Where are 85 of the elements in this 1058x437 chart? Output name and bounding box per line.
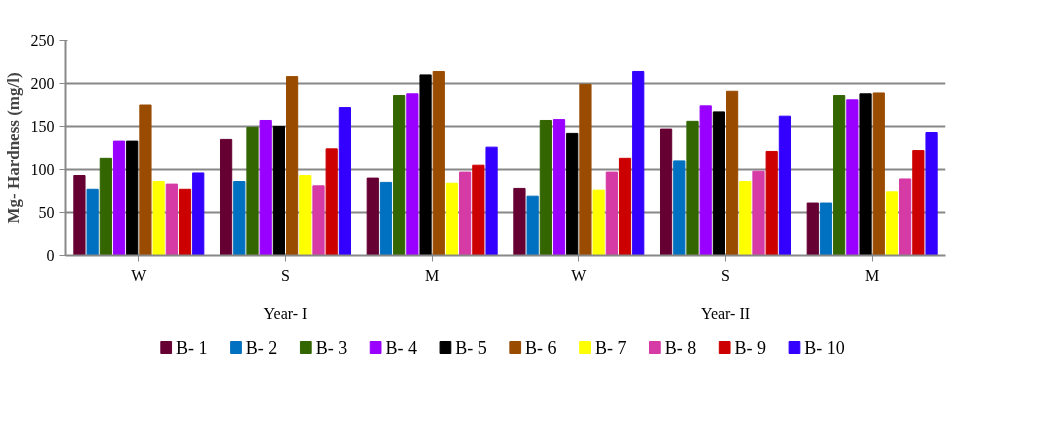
bar xyxy=(673,160,686,256)
bar xyxy=(712,111,726,256)
bar xyxy=(312,185,325,256)
bar xyxy=(752,170,765,256)
bar xyxy=(152,181,165,256)
bar xyxy=(566,132,579,256)
y-tick-label: 200 xyxy=(30,75,55,92)
bar xyxy=(165,183,178,256)
bar xyxy=(178,188,192,256)
x-tick-label: W xyxy=(131,266,148,284)
bar xyxy=(739,181,752,256)
bar xyxy=(233,181,246,256)
bar xyxy=(592,189,605,256)
bar xyxy=(765,150,778,256)
bar xyxy=(513,187,526,256)
bar xyxy=(618,157,632,256)
legend-label: B- 2 xyxy=(245,337,278,358)
bar xyxy=(806,202,819,256)
bar xyxy=(246,126,259,256)
legend-label: B- 5 xyxy=(455,337,487,358)
bar xyxy=(73,175,86,256)
bar xyxy=(686,120,699,256)
bar xyxy=(899,178,912,256)
bar xyxy=(539,119,552,256)
bar xyxy=(885,191,899,256)
bar xyxy=(846,99,859,256)
bar xyxy=(925,132,938,256)
bar xyxy=(338,107,352,256)
bar xyxy=(192,172,205,256)
bar xyxy=(912,150,925,256)
bar xyxy=(299,175,312,256)
bar xyxy=(725,90,739,256)
bar xyxy=(366,177,379,256)
bar xyxy=(833,95,846,256)
legend-label: B- 4 xyxy=(385,337,417,358)
y-tick-label: 150 xyxy=(30,118,55,135)
x-tick-label: S xyxy=(281,266,290,284)
bar xyxy=(112,140,126,256)
bar xyxy=(459,171,472,256)
bar xyxy=(485,146,498,256)
legend-label: B- 3 xyxy=(315,337,348,358)
bar xyxy=(778,115,792,256)
bar xyxy=(219,138,233,256)
bar xyxy=(325,148,338,256)
bar xyxy=(285,76,299,256)
legend-label: B- 7 xyxy=(594,337,627,358)
bar xyxy=(99,157,112,256)
bar xyxy=(632,70,645,256)
bar xyxy=(419,74,432,256)
bar xyxy=(526,195,539,256)
legend-label: B- 1 xyxy=(176,337,208,358)
x-tick-label: M xyxy=(865,266,880,284)
y-tick-label: 100 xyxy=(30,161,55,178)
bar xyxy=(659,128,673,256)
x-tick-label: M xyxy=(425,266,440,284)
bar xyxy=(819,202,833,256)
y-tick-label: 0 xyxy=(46,247,55,264)
bar xyxy=(552,119,566,256)
bar xyxy=(872,92,885,256)
legend-label: B- 8 xyxy=(664,337,697,358)
bar xyxy=(432,70,445,256)
text: Year- I xyxy=(263,304,308,322)
bar xyxy=(86,188,99,256)
bar xyxy=(406,93,419,256)
bar xyxy=(272,126,286,256)
bar xyxy=(605,171,618,256)
bar xyxy=(259,119,272,256)
bar xyxy=(699,105,712,256)
text: Year- II xyxy=(700,304,751,322)
bar xyxy=(139,104,152,256)
bar xyxy=(472,164,485,256)
x-tick-label: W xyxy=(571,266,588,284)
legend-label: B- 6 xyxy=(525,337,557,358)
y-tick-label: 50 xyxy=(38,204,55,221)
legend-label: B- 9 xyxy=(734,337,767,358)
bar xyxy=(393,95,406,256)
bar xyxy=(859,93,872,256)
bar xyxy=(126,140,139,256)
bar xyxy=(445,182,459,256)
x-tick-label: S xyxy=(721,266,730,284)
y-axis-title: Mg- Hardness (mg/l) xyxy=(3,72,23,224)
legend-label: B- 10 xyxy=(804,337,845,358)
y-tick-label: 250 xyxy=(30,32,55,49)
bar xyxy=(579,83,592,256)
bar xyxy=(379,181,393,256)
